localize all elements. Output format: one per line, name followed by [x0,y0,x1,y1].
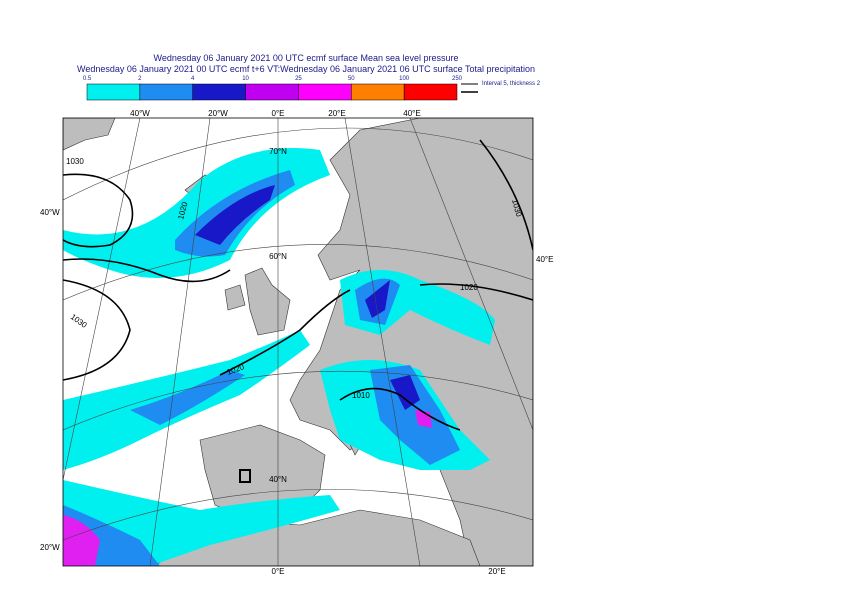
graticule-label: 40°E [403,109,420,118]
graticule-label: 40°E [536,255,553,264]
colorbar-label: 2 [138,76,142,82]
graticule-label: 40°W [40,208,60,217]
map [63,118,533,566]
colorbar-label: 250 [452,76,463,82]
contour-legend: Interval 5, thickness 2 [482,81,541,87]
graticule-label: 20°W [208,109,228,118]
isobar-label: 1030 [66,157,84,166]
title-line-2: Wednesday 06 January 2021 00 UTC ecmf t+… [77,64,535,74]
colorbar-box [403,83,458,101]
colorbar-label: 50 [348,76,355,82]
graticule-label: 20°W [40,543,60,552]
title-line-1: Wednesday 06 January 2021 00 UTC ecmf su… [154,53,459,63]
graticule-label: 20°E [488,567,505,576]
colorbar-box [351,83,405,101]
graticule-label: 70°N [269,147,287,156]
colorbar-box [298,83,352,101]
map-frame [62,117,534,567]
colorbar-box [245,83,299,101]
colorbar-box [139,83,193,101]
isobar-label: 1020 [460,283,478,292]
colorbar-box [86,83,141,101]
colorbar-box [192,83,246,101]
colorbar-label: 100 [399,76,410,82]
colorbar: 0.5 2 4 10 25 50 100 250 [83,76,463,101]
colorbar-label: 4 [191,76,195,82]
graticule-label: 40°W [130,109,150,118]
graticule-label: 0°E [272,567,285,576]
graticule-label: 20°E [328,109,345,118]
graticule-label: 60°N [269,252,287,261]
colorbar-label: 25 [295,76,302,82]
graticule-label: 0°E [272,109,285,118]
graticule-label: 40°N [269,475,287,484]
colorbar-label: 0.5 [83,76,92,82]
colorbar-label: 10 [242,76,249,82]
isobar-label: 1010 [352,391,370,400]
